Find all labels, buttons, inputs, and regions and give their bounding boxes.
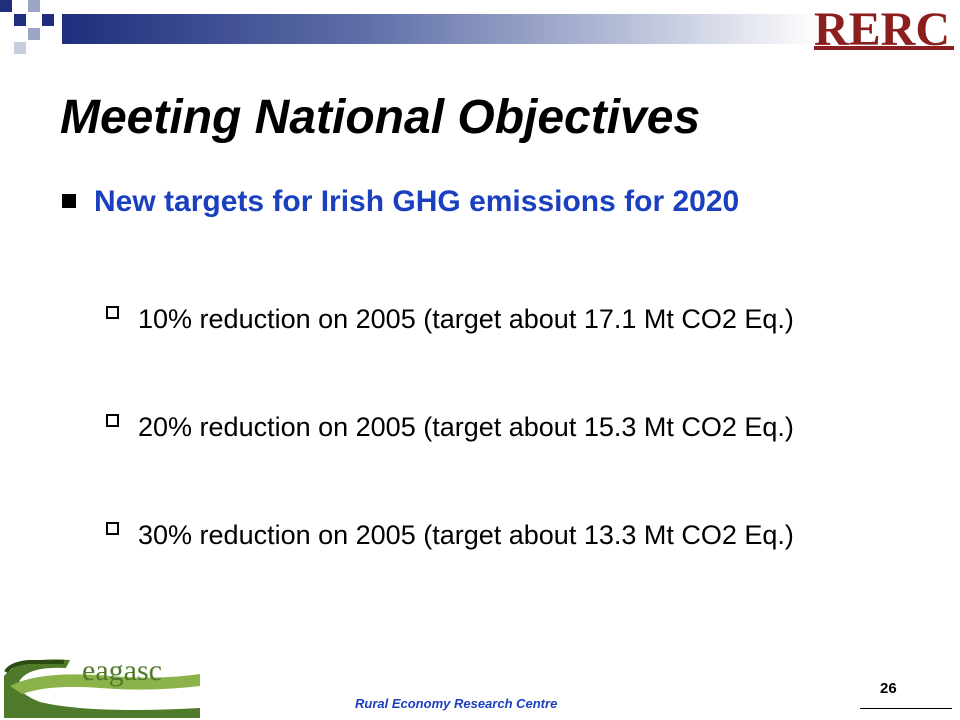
footer-divider [860, 708, 952, 709]
main-bullet-text: New targets for Irish GHG emissions for … [94, 185, 740, 218]
header-square [14, 14, 26, 26]
square-bullet-icon [62, 194, 76, 208]
header-square [42, 14, 54, 26]
header-square [0, 0, 12, 12]
hollow-square-bullet-icon [106, 306, 119, 319]
hollow-square-bullet-icon [106, 522, 119, 535]
header-square [28, 0, 40, 12]
sub-bullet: 20% reduction on 2005 (target about 15.3… [106, 404, 896, 450]
teagasc-logo: eagasc [4, 654, 200, 718]
sub-bullet-text: 30% reduction on 2005 (target about 13.3… [138, 520, 794, 550]
rerc-logo-underline [814, 46, 954, 50]
sub-bullet-text: 20% reduction on 2005 (target about 15.3… [138, 412, 794, 442]
teagasc-logo-text: eagasc [82, 654, 162, 687]
hollow-square-bullet-icon [106, 414, 119, 427]
header-square [14, 42, 26, 54]
header-square [28, 28, 40, 40]
main-bullet: New targets for Irish GHG emissions for … [62, 178, 892, 226]
sub-bullet: 10% reduction on 2005 (target about 17.1… [106, 296, 896, 342]
footer-org: Rural Economy Research Centre [355, 696, 558, 711]
sub-bullet-text: 10% reduction on 2005 (target about 17.1… [138, 304, 794, 334]
slide-title: Meeting National Objectives [60, 91, 701, 144]
page-number: 26 [880, 680, 897, 697]
header-gradient-bar [62, 14, 822, 44]
sub-bullet: 30% reduction on 2005 (target about 13.3… [106, 512, 896, 558]
